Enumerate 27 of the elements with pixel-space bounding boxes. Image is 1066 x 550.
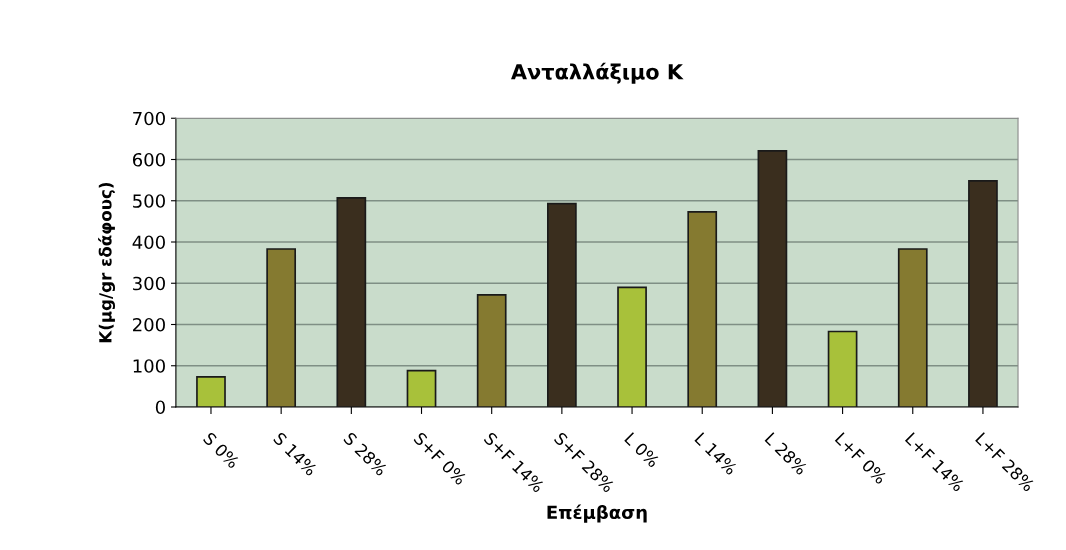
y-tick-label: 700 — [133, 111, 165, 126]
bar — [196, 376, 226, 407]
y-tick-label: 200 — [133, 317, 165, 332]
y-tick-label: 300 — [133, 276, 165, 291]
x-axis-title: Επέμβαση — [547, 504, 647, 523]
x-tick-label: L+F 0% — [834, 431, 888, 485]
x-tick-label: L 0% — [624, 431, 661, 469]
bar — [336, 197, 367, 407]
bar — [476, 293, 507, 407]
chart-title: Ανταλλάξιμο Κ — [511, 62, 684, 84]
y-tick-label: 400 — [132, 235, 165, 250]
bar — [266, 248, 297, 407]
bar — [757, 150, 788, 407]
x-tick-label: S 0% — [202, 431, 241, 470]
bar — [968, 180, 998, 407]
bar — [617, 286, 647, 407]
y-tick-label: 500 — [133, 194, 165, 208]
y-tick-label: 0 — [155, 400, 165, 415]
bar — [897, 248, 928, 407]
bar — [547, 202, 577, 407]
x-tick-label: S+F 0% — [413, 431, 468, 486]
bar — [406, 369, 437, 407]
y-axis-title: Κ(μg/gr εδάφους) — [98, 182, 116, 343]
bar — [687, 211, 718, 407]
y-tick-label: 600 — [132, 152, 165, 167]
bar — [827, 330, 858, 407]
y-tick-label: 100 — [133, 359, 165, 373]
